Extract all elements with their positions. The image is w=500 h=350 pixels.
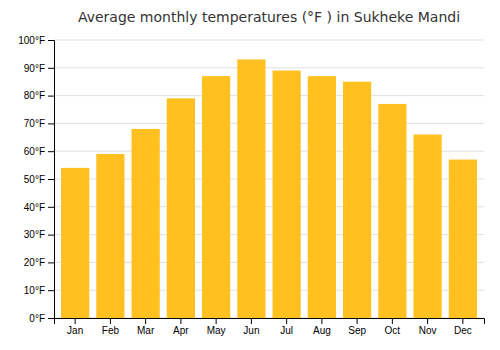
x-tick: Oct	[385, 318, 401, 336]
y-tick: 90°F	[24, 63, 54, 74]
bar	[308, 76, 336, 318]
x-axis-line	[55, 319, 485, 325]
y-axis: 0°F 10°F 20°F 30°F 40°F 50°F 60°F 70°F 80°F 90°F 1…	[18, 35, 54, 324]
grid-line	[54, 40, 484, 41]
x-tick-mark	[251, 318, 252, 324]
y-tick-mark	[48, 262, 54, 263]
x-tick-mark	[462, 318, 463, 324]
y-tick: 10°F	[24, 285, 54, 296]
y-tick-label: 80°F	[24, 90, 45, 101]
x-tick-label: Dec	[454, 325, 472, 336]
y-tick: 70°F	[24, 118, 54, 129]
bar	[237, 59, 265, 318]
x-tick-mark	[357, 318, 358, 324]
x-tick-mark	[216, 318, 217, 324]
x-tick-mark	[321, 318, 322, 324]
x-tick-label: Feb	[102, 325, 120, 336]
x-tick-label: Nov	[419, 325, 437, 336]
y-tick: 80°F	[24, 90, 54, 101]
bar	[378, 104, 406, 318]
x-tick-label: Aug	[313, 325, 331, 336]
x-tick: May	[207, 318, 226, 336]
y-tick-label: 20°F	[24, 257, 45, 268]
x-tick: Jan	[67, 318, 83, 336]
y-tick-mark	[48, 151, 54, 152]
bar	[273, 71, 301, 318]
x-tick-label: Jan	[67, 325, 83, 336]
x-tick: Nov	[419, 318, 437, 336]
y-tick-mark	[48, 207, 54, 208]
x-tick: Dec	[454, 318, 472, 336]
bar	[449, 160, 477, 318]
y-tick-label: 90°F	[24, 63, 45, 74]
x-tick: Aug	[313, 318, 331, 336]
x-tick-mark	[392, 318, 393, 324]
y-tick-label: 70°F	[24, 118, 45, 129]
x-tick: Sep	[348, 318, 366, 336]
x-tick-label: Jun	[243, 325, 259, 336]
x-tick: Jun	[243, 318, 259, 336]
x-tick: Apr	[173, 318, 189, 336]
y-tick-mark	[48, 290, 54, 291]
x-tick-mark	[286, 318, 287, 324]
y-tick-mark	[48, 235, 54, 236]
y-tick-mark	[48, 40, 54, 41]
x-tick-label: Jul	[280, 325, 293, 336]
y-tick: 0°F	[29, 313, 54, 324]
chart-container: 0°F 10°F 20°F 30°F 40°F 50°F 60°F 70°F 80°F 90°F 1…	[0, 0, 500, 350]
x-tick: Jul	[280, 318, 293, 336]
bar	[414, 135, 442, 318]
x-tick-label: Mar	[137, 325, 155, 336]
x-tick: Feb	[102, 318, 120, 336]
y-tick-mark	[48, 68, 54, 69]
y-tick-label: 30°F	[24, 229, 45, 240]
y-tick: 30°F	[24, 229, 54, 240]
x-tick-label: Apr	[173, 325, 189, 336]
bar	[61, 168, 89, 318]
y-tick: 40°F	[24, 202, 54, 213]
x-axis: Jan Feb Mar Apr May Jun Jul Aug Sep Oct Nov Dec	[55, 318, 485, 336]
x-tick: Mar	[137, 318, 155, 336]
y-axis-line	[48, 41, 55, 319]
chart: 0°F 10°F 20°F 30°F 40°F 50°F 60°F 70°F 80°F 90°F 1…	[0, 0, 500, 350]
y-tick-label: 60°F	[24, 146, 45, 157]
y-tick: 20°F	[24, 257, 54, 268]
bar	[202, 76, 230, 318]
x-tick-mark	[75, 318, 76, 324]
y-tick-label: 50°F	[24, 174, 45, 185]
bar	[167, 98, 195, 318]
y-tick-mark	[48, 179, 54, 180]
grid-line	[54, 95, 484, 96]
x-tick-mark	[145, 318, 146, 324]
y-tick-label: 10°F	[24, 285, 45, 296]
bar	[96, 154, 124, 318]
x-tick-mark	[427, 318, 428, 324]
y-tick-mark	[48, 123, 54, 124]
bars	[61, 59, 477, 318]
x-tick-label: Oct	[385, 325, 401, 336]
y-tick-label: 100°F	[18, 35, 45, 46]
y-tick-mark	[48, 318, 54, 319]
grid	[54, 40, 484, 318]
y-tick: 100°F	[18, 35, 54, 46]
bar	[343, 82, 371, 318]
x-tick-mark	[180, 318, 181, 324]
title: Average monthly temperatures (°F ) in Su…	[78, 9, 460, 25]
grid-line	[54, 123, 484, 124]
x-tick-mark	[110, 318, 111, 324]
y-tick: 50°F	[24, 174, 54, 185]
x-tick-label: Sep	[348, 325, 366, 336]
y-tick-mark	[48, 96, 54, 97]
grid-line	[54, 67, 484, 68]
x-tick-label: May	[207, 325, 226, 336]
y-tick-label: 40°F	[24, 202, 45, 213]
y-tick: 60°F	[24, 146, 54, 157]
y-tick-label: 0°F	[29, 313, 45, 324]
bar	[132, 129, 160, 318]
